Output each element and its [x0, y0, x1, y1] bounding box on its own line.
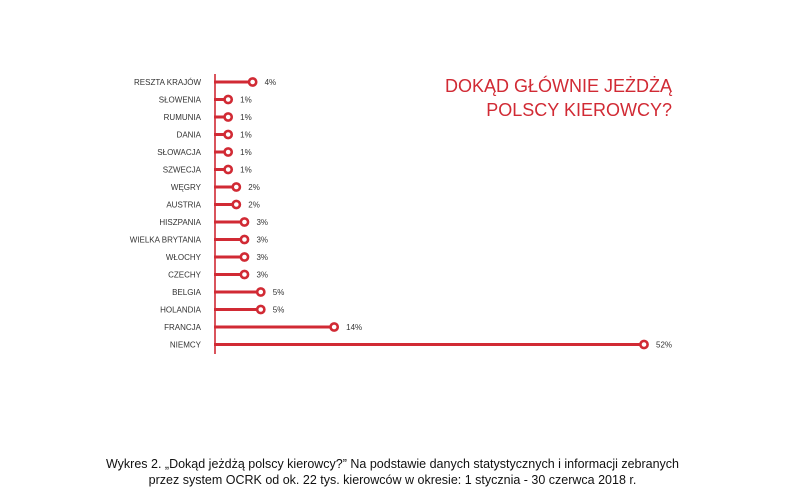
value-label: 3%	[256, 236, 268, 245]
category-label: CZECHY	[168, 271, 202, 280]
value-label: 5%	[273, 306, 285, 315]
figure-caption: Wykres 2. „Dokąd jeżdżą polscy kierowcy?…	[0, 456, 785, 488]
value-label: 52%	[656, 341, 672, 350]
bar-end-marker	[223, 164, 234, 175]
bar-end-marker	[223, 94, 234, 105]
category-label: SŁOWENIA	[159, 96, 202, 105]
bar-end-marker	[239, 252, 250, 262]
value-label: 1%	[240, 131, 252, 140]
category-label: WĘGRY	[171, 183, 202, 192]
bar-end-marker	[223, 129, 234, 140]
category-label: FRANCJA	[164, 323, 202, 332]
bar-end-marker	[247, 77, 258, 87]
bar-end-marker	[239, 269, 250, 280]
chart-title-line-2: POLSCY KIEROWCY?	[486, 100, 672, 120]
category-label: WIELKA BRYTANIA	[130, 236, 202, 245]
value-label: 4%	[265, 78, 277, 87]
caption-line-1: Wykres 2. „Dokąd jeżdżą polscy kierowcy?…	[105, 457, 680, 471]
category-label: WŁOCHY	[166, 253, 202, 262]
category-label: SZWECJA	[163, 166, 202, 175]
category-label: DANIA	[177, 131, 202, 140]
bar-end-marker	[639, 339, 649, 350]
value-label: 1%	[240, 113, 252, 122]
bar-end-marker	[231, 182, 242, 192]
bar-end-marker	[255, 304, 266, 315]
value-label: 1%	[240, 148, 252, 157]
bar-end-marker	[255, 287, 266, 297]
bar-end-marker	[231, 199, 242, 210]
category-label: RESZTA KRAJÓW	[134, 78, 201, 87]
bar-end-marker	[223, 112, 234, 122]
bar-end-marker	[239, 234, 250, 245]
value-label: 1%	[240, 166, 252, 175]
category-label: HOLANDIA	[160, 306, 202, 315]
category-label: AUSTRIA	[166, 201, 201, 210]
value-label: 14%	[346, 323, 362, 332]
category-label: RUMUNIA	[164, 113, 202, 122]
value-label: 3%	[256, 271, 268, 280]
value-label: 2%	[248, 201, 260, 210]
value-label: 5%	[273, 288, 285, 297]
bar-end-marker	[223, 147, 234, 157]
bar-chart: RESZTA KRAJÓW 4% SŁOWENIA 1% RUMUNIA 1% DANIA 1…	[130, 74, 673, 354]
caption-line-2: przez system OCRK od ok. 22 tys. kierowc…	[148, 473, 637, 487]
value-label: 1%	[240, 96, 252, 105]
category-label: BELGIA	[172, 288, 202, 297]
value-label: 3%	[256, 218, 268, 227]
value-label: 2%	[248, 183, 260, 192]
bar-end-marker	[329, 322, 340, 332]
category-label: NIEMCY	[170, 341, 202, 350]
bar-end-marker	[239, 217, 250, 227]
chart-marks: RESZTA KRAJÓW 4% SŁOWENIA 1% RUMUNIA 1% DANIA 1…	[130, 77, 672, 350]
category-label: SŁOWACJA	[157, 148, 201, 157]
category-label: HISZPANIA	[159, 218, 201, 227]
value-label: 3%	[256, 253, 268, 262]
chart-title-line-1: DOKĄD GŁÓWNIE JEŻDŻĄ	[445, 75, 673, 96]
